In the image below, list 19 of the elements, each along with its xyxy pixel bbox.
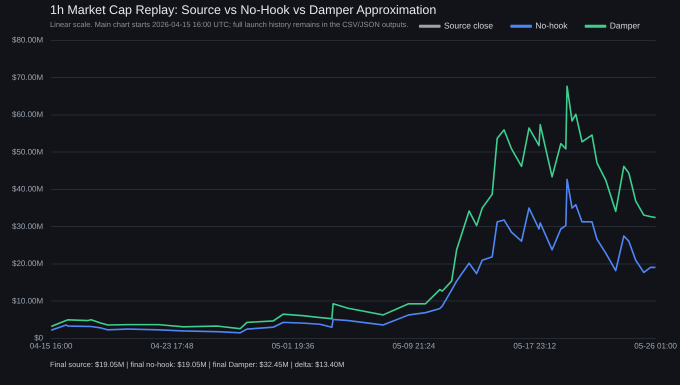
y-tick-label: $70.00M [12, 72, 44, 82]
y-tick-label: $80.00M [12, 36, 44, 45]
x-tick-label: 04-15 16:00 [30, 341, 74, 350]
y-tick-label: $20.00M [12, 259, 44, 268]
y-tick-label: $30.00M [12, 222, 44, 231]
x-tick-label: 05-01 19:36 [272, 341, 315, 350]
x-tick-label: 05-17 23:12 [513, 341, 557, 350]
x-tick-label: 04-23 17:48 [150, 341, 194, 350]
y-tick-label: $60.00M [12, 110, 44, 120]
legend-label: No-hook [535, 20, 568, 31]
legend-label: Source close [444, 20, 494, 31]
y-tick-label: $50.00M [12, 147, 44, 156]
chart-title: 1h Market Cap Replay: Source vs No-Hook vs Damper Approximation [50, 3, 436, 17]
x-tick-label: 05-26 01:00 [634, 341, 678, 350]
legend-label: Damper [610, 20, 640, 31]
y-tick-label: $10.00M [12, 296, 44, 306]
y-tick-label: $40.00M [12, 184, 44, 194]
x-tick-label: 05-09 21:24 [392, 341, 436, 350]
y-tick-label: $0 [34, 334, 44, 343]
